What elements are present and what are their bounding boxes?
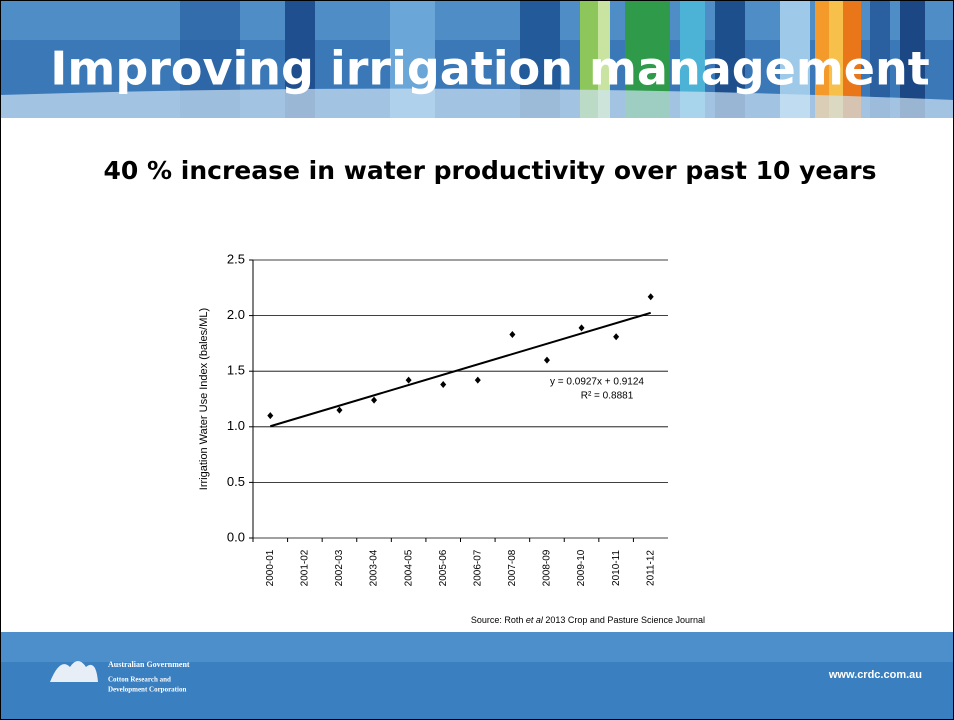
x-tick-label: 2008-09: [542, 549, 553, 586]
y-tick-label: 0.0: [227, 529, 245, 544]
source-text: Source: Roth: [471, 615, 524, 625]
x-tick-label: 2002-03: [334, 549, 345, 586]
x-tick-label: 2011-12: [645, 550, 656, 586]
x-tick-label: 2001-02: [300, 549, 311, 586]
source-text: 2013 Crop and Pasture Science Journal: [545, 615, 705, 625]
x-tick-label: 2006-07: [472, 549, 483, 586]
y-tick-label: 1.0: [227, 418, 245, 433]
trendline-r-squared: R² = 0.8881: [581, 391, 634, 402]
y-tick-label: 0.5: [227, 474, 245, 489]
website: www.crdc.com.au: [828, 669, 922, 681]
x-tick-label: 2007-08: [507, 549, 518, 586]
logo-text: Development Corporation: [108, 686, 186, 694]
source-italic: et al: [526, 615, 544, 625]
x-tick-label: 2009-10: [576, 549, 587, 586]
source-note: Source: Roth et al 2013 Crop and Pasture…: [471, 615, 705, 625]
x-tick-label: 2010-11: [611, 550, 622, 586]
x-tick-label: 2000-01: [265, 549, 276, 586]
trendline-equation: y = 0.0927x + 0.9124: [550, 377, 644, 388]
x-tick-label: 2005-06: [438, 549, 449, 586]
slide: Improving irrigation management 40 % inc…: [0, 0, 954, 720]
logo-text: Cotton Research and: [108, 676, 171, 684]
y-tick-label: 2.5: [227, 251, 245, 266]
y-tick-label: 2.0: [227, 307, 245, 322]
page: Improving irrigation management 40 % inc…: [0, 0, 954, 720]
slide-subtitle: 40 % increase in water productivity over…: [104, 156, 877, 185]
y-axis-label: Irrigation Water Use Index (bales/ML): [198, 308, 210, 490]
y-tick-label: 1.5: [227, 363, 245, 378]
logo-text: Australian Government: [108, 660, 190, 669]
x-tick-label: 2003-04: [369, 549, 380, 586]
x-tick-label: 2004-05: [403, 549, 414, 586]
slide-title: Improving irrigation management: [50, 42, 929, 96]
